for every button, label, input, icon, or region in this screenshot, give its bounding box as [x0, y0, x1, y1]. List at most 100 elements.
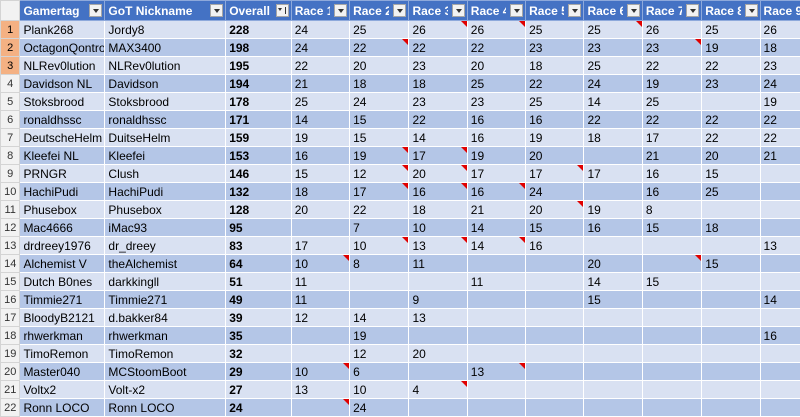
race-3-cell[interactable]: 22 [409, 39, 467, 57]
overall-cell[interactable]: 24 [226, 399, 292, 417]
race-5-cell[interactable] [526, 255, 584, 273]
nickname-cell[interactable]: Stoksbrood [105, 93, 226, 111]
race-6-cell[interactable]: 15 [584, 291, 642, 309]
race-2-cell[interactable]: 15 [350, 129, 409, 147]
race-5-cell[interactable]: 20 [526, 147, 584, 165]
nickname-cell[interactable]: Timmie271 [105, 291, 226, 309]
overall-cell[interactable]: 194 [226, 75, 292, 93]
row-number[interactable]: 7 [1, 129, 20, 147]
race-4-cell[interactable] [467, 309, 525, 327]
race-1-cell[interactable]: 17 [291, 237, 349, 255]
header-race-6[interactable]: Race 6 [584, 1, 642, 21]
row-number[interactable]: 2 [1, 39, 20, 57]
gamertag-cell[interactable]: Voltx2 [20, 381, 105, 399]
race-8-cell[interactable] [702, 399, 760, 417]
race-1-cell[interactable] [291, 219, 349, 237]
gamertag-cell[interactable]: drdreey1976 [20, 237, 105, 255]
race-5-cell[interactable]: 17 [526, 165, 584, 183]
race-2-cell[interactable]: 20 [350, 57, 409, 75]
race-2-cell[interactable]: 10 [350, 237, 409, 255]
race-6-cell[interactable] [584, 147, 642, 165]
race-3-cell[interactable]: 18 [409, 75, 467, 93]
header-race-2[interactable]: Race 2 [350, 1, 409, 21]
race-1-cell[interactable]: 21 [291, 75, 349, 93]
race-8-cell[interactable]: 18 [702, 219, 760, 237]
race-8-cell[interactable]: 23 [702, 75, 760, 93]
race-7-cell[interactable]: 26 [642, 21, 701, 39]
header-race-7[interactable]: Race 7 [642, 1, 701, 21]
race-3-cell[interactable]: 20 [409, 165, 467, 183]
race-6-cell[interactable]: 24 [584, 75, 642, 93]
race-8-cell[interactable] [702, 345, 760, 363]
gamertag-cell[interactable]: Phusebox [20, 201, 105, 219]
race-4-cell[interactable]: 16 [467, 111, 525, 129]
race-2-cell[interactable]: 12 [350, 345, 409, 363]
race-7-cell[interactable]: 22 [642, 111, 701, 129]
race-7-cell[interactable]: 19 [642, 75, 701, 93]
gamertag-cell[interactable]: Timmie271 [20, 291, 105, 309]
race-5-cell[interactable]: 16 [526, 237, 584, 255]
race-8-cell[interactable]: 15 [702, 165, 760, 183]
overall-cell[interactable]: 35 [226, 327, 292, 345]
gamertag-cell[interactable]: rhwerkman [20, 327, 105, 345]
gamertag-cell[interactable]: Plank268 [20, 21, 105, 39]
race-1-cell[interactable]: 20 [291, 201, 349, 219]
nickname-cell[interactable]: iMac93 [105, 219, 226, 237]
race-3-cell[interactable]: 13 [409, 309, 467, 327]
race-8-cell[interactable] [702, 327, 760, 345]
row-number[interactable]: 12 [1, 219, 20, 237]
race-3-cell[interactable]: 10 [409, 219, 467, 237]
race-7-cell[interactable] [642, 399, 701, 417]
race-7-cell[interactable] [642, 327, 701, 345]
row-number[interactable]: 22 [1, 399, 20, 417]
race-6-cell[interactable] [584, 237, 642, 255]
race-6-cell[interactable]: 14 [584, 273, 642, 291]
race-9-cell[interactable] [760, 273, 800, 291]
race-9-cell[interactable]: 13 [760, 237, 800, 255]
race-7-cell[interactable]: 22 [642, 57, 701, 75]
race-9-cell[interactable] [760, 255, 800, 273]
race-8-cell[interactable]: 19 [702, 39, 760, 57]
race-5-cell[interactable] [526, 291, 584, 309]
race-2-cell[interactable]: 24 [350, 93, 409, 111]
nickname-cell[interactable]: Volt-x2 [105, 381, 226, 399]
race-7-cell[interactable]: 21 [642, 147, 701, 165]
overall-cell[interactable]: 171 [226, 111, 292, 129]
race-8-cell[interactable] [702, 237, 760, 255]
race-9-cell[interactable] [760, 345, 800, 363]
filter-dropdown-icon[interactable] [334, 4, 347, 17]
race-3-cell[interactable]: 22 [409, 111, 467, 129]
race-9-cell[interactable] [760, 381, 800, 399]
race-2-cell[interactable]: 18 [350, 75, 409, 93]
race-7-cell[interactable]: 23 [642, 39, 701, 57]
overall-cell[interactable]: 153 [226, 147, 292, 165]
race-6-cell[interactable]: 25 [584, 21, 642, 39]
race-1-cell[interactable]: 15 [291, 165, 349, 183]
gamertag-cell[interactable]: Ronn LOCO [20, 399, 105, 417]
overall-cell[interactable]: 32 [226, 345, 292, 363]
nickname-cell[interactable]: TimoRemon [105, 345, 226, 363]
race-8-cell[interactable] [702, 291, 760, 309]
nickname-cell[interactable]: Ronn LOCO [105, 399, 226, 417]
row-number[interactable]: 18 [1, 327, 20, 345]
nickname-cell[interactable]: Jordy8 [105, 21, 226, 39]
race-2-cell[interactable]: 10 [350, 381, 409, 399]
race-1-cell[interactable]: 10 [291, 363, 349, 381]
header-got-nickname[interactable]: GoT Nickname [105, 1, 226, 21]
race-4-cell[interactable]: 13 [467, 363, 525, 381]
row-number[interactable]: 10 [1, 183, 20, 201]
race-3-cell[interactable]: 16 [409, 183, 467, 201]
row-number[interactable]: 21 [1, 381, 20, 399]
gamertag-cell[interactable]: TimoRemon [20, 345, 105, 363]
overall-cell[interactable]: 159 [226, 129, 292, 147]
race-6-cell[interactable] [584, 309, 642, 327]
race-9-cell[interactable]: 14 [760, 291, 800, 309]
filter-dropdown-icon[interactable] [568, 4, 581, 17]
gamertag-cell[interactable]: Master040 [20, 363, 105, 381]
race-2-cell[interactable]: 15 [350, 111, 409, 129]
race-1-cell[interactable]: 12 [291, 309, 349, 327]
race-9-cell[interactable] [760, 165, 800, 183]
overall-cell[interactable]: 132 [226, 183, 292, 201]
row-number[interactable]: 16 [1, 291, 20, 309]
overall-cell[interactable]: 146 [226, 165, 292, 183]
